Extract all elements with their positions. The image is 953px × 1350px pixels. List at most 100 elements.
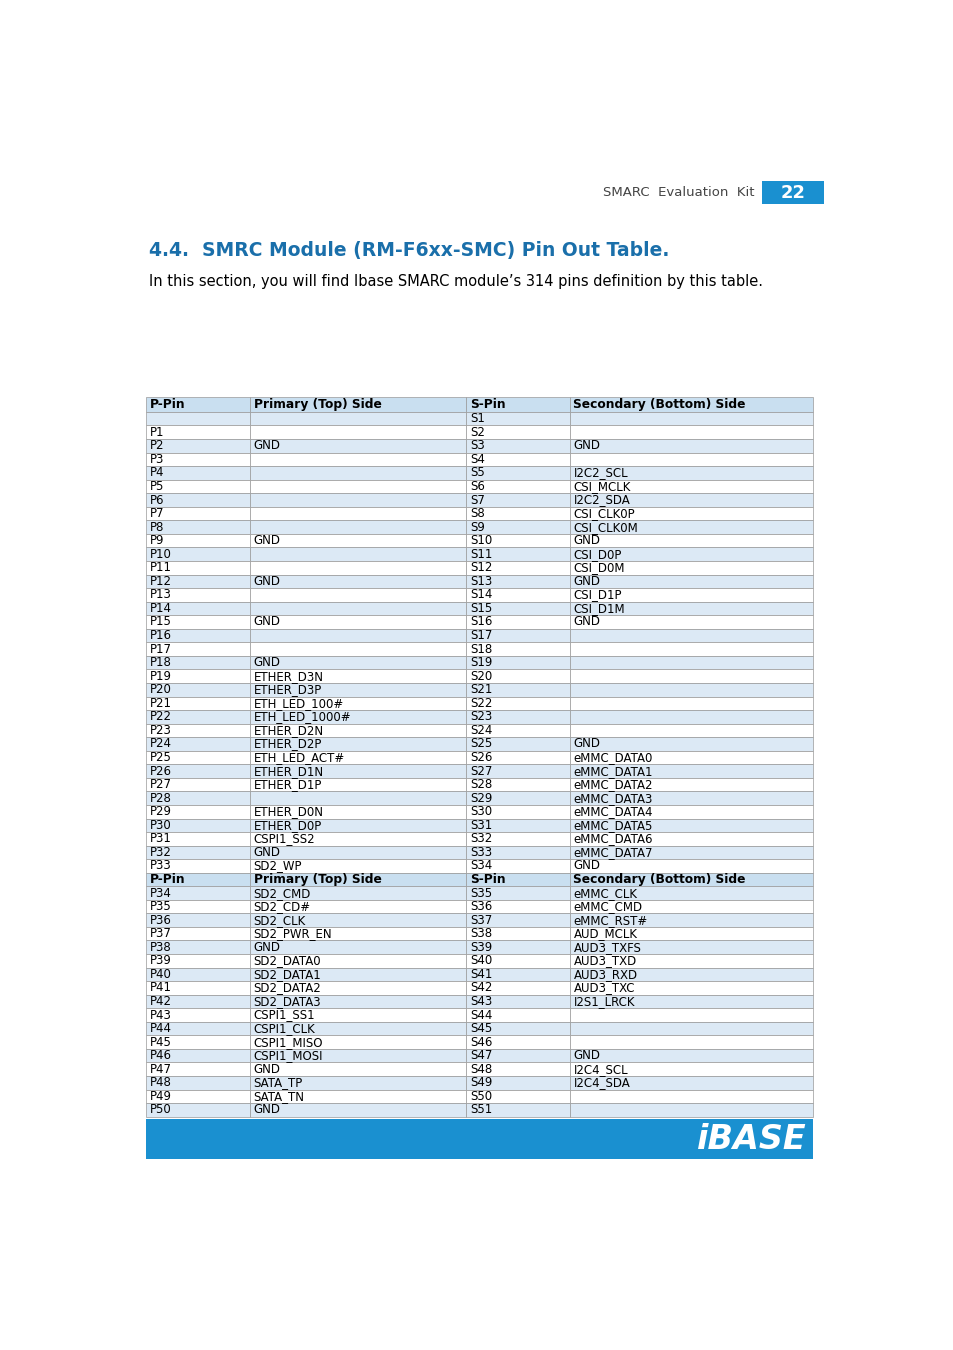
Text: P9: P9 bbox=[150, 535, 165, 547]
Text: eMMC_DATA5: eMMC_DATA5 bbox=[573, 819, 652, 832]
Bar bbox=[250, 724, 466, 737]
Text: S38: S38 bbox=[470, 927, 492, 940]
Bar bbox=[250, 981, 466, 995]
Bar bbox=[250, 845, 466, 859]
Text: CSPI1_SS2: CSPI1_SS2 bbox=[253, 833, 314, 845]
Text: ETHER_D1N: ETHER_D1N bbox=[253, 764, 323, 778]
Text: AUD_MCLK: AUD_MCLK bbox=[573, 927, 637, 940]
Text: CSI_D0P: CSI_D0P bbox=[573, 548, 621, 560]
Bar bbox=[250, 683, 466, 697]
Text: P46: P46 bbox=[150, 1049, 172, 1062]
Bar bbox=[146, 520, 250, 533]
Text: P17: P17 bbox=[150, 643, 172, 656]
Bar bbox=[146, 805, 250, 818]
Text: P25: P25 bbox=[150, 751, 172, 764]
Text: S3: S3 bbox=[470, 439, 484, 452]
Text: P3: P3 bbox=[150, 452, 165, 466]
Text: SATA_TP: SATA_TP bbox=[253, 1076, 302, 1089]
Bar bbox=[466, 995, 569, 1008]
Text: CSI_CLK0M: CSI_CLK0M bbox=[573, 521, 638, 533]
Bar bbox=[146, 548, 250, 562]
Bar bbox=[466, 927, 569, 941]
Bar bbox=[250, 900, 466, 914]
Text: SD2_CLK: SD2_CLK bbox=[253, 914, 306, 926]
Text: S2: S2 bbox=[470, 425, 484, 439]
Bar bbox=[146, 845, 250, 859]
Bar bbox=[569, 452, 812, 466]
Bar bbox=[569, 683, 812, 697]
Bar bbox=[466, 520, 569, 533]
Text: CSPI1_SS1: CSPI1_SS1 bbox=[253, 1008, 314, 1022]
Bar bbox=[569, 914, 812, 927]
Text: P21: P21 bbox=[150, 697, 172, 710]
Text: S9: S9 bbox=[470, 521, 484, 533]
Bar bbox=[569, 872, 812, 886]
Text: GND: GND bbox=[253, 535, 280, 547]
Text: P2: P2 bbox=[150, 439, 165, 452]
Text: ETHER_D2N: ETHER_D2N bbox=[253, 724, 323, 737]
Text: P47: P47 bbox=[150, 1062, 172, 1076]
Text: P35: P35 bbox=[150, 900, 172, 913]
Bar bbox=[250, 995, 466, 1008]
Text: S7: S7 bbox=[470, 494, 484, 506]
Bar bbox=[250, 914, 466, 927]
Bar bbox=[146, 751, 250, 764]
Bar bbox=[250, 1089, 466, 1103]
Bar bbox=[250, 397, 466, 412]
Bar bbox=[250, 1022, 466, 1035]
Bar bbox=[466, 397, 569, 412]
Text: GND: GND bbox=[253, 439, 280, 452]
Bar bbox=[250, 616, 466, 629]
Text: P8: P8 bbox=[150, 521, 165, 533]
Text: I2C2_SDA: I2C2_SDA bbox=[573, 494, 630, 506]
Bar bbox=[146, 697, 250, 710]
Bar bbox=[569, 1103, 812, 1116]
Text: S26: S26 bbox=[470, 751, 492, 764]
Text: P5: P5 bbox=[150, 481, 165, 493]
Bar bbox=[466, 1103, 569, 1116]
Text: P29: P29 bbox=[150, 805, 172, 818]
Bar bbox=[250, 886, 466, 900]
Text: GND: GND bbox=[253, 616, 280, 629]
Text: P30: P30 bbox=[150, 819, 172, 832]
Bar bbox=[250, 1035, 466, 1049]
Bar bbox=[569, 954, 812, 968]
Text: GND: GND bbox=[573, 860, 599, 872]
Text: P24: P24 bbox=[150, 737, 172, 751]
Bar bbox=[146, 1035, 250, 1049]
Text: S41: S41 bbox=[470, 968, 492, 981]
Bar bbox=[466, 697, 569, 710]
Bar bbox=[569, 575, 812, 589]
Bar bbox=[146, 900, 250, 914]
Bar bbox=[146, 941, 250, 954]
Bar bbox=[146, 914, 250, 927]
Bar bbox=[569, 968, 812, 981]
Text: P18: P18 bbox=[150, 656, 172, 670]
Text: P1: P1 bbox=[150, 425, 165, 439]
Text: S49: S49 bbox=[470, 1076, 492, 1089]
Text: I2S1_LRCK: I2S1_LRCK bbox=[573, 995, 635, 1008]
Bar bbox=[569, 439, 812, 452]
Text: S47: S47 bbox=[470, 1049, 492, 1062]
Bar bbox=[250, 941, 466, 954]
Text: S16: S16 bbox=[470, 616, 492, 629]
Text: SATA_TN: SATA_TN bbox=[253, 1089, 304, 1103]
Text: SD2_DATA3: SD2_DATA3 bbox=[253, 995, 321, 1008]
Text: eMMC_CMD: eMMC_CMD bbox=[573, 900, 642, 913]
Bar bbox=[466, 425, 569, 439]
Text: GND: GND bbox=[253, 656, 280, 670]
Bar bbox=[569, 859, 812, 872]
Bar bbox=[146, 479, 250, 493]
Text: S42: S42 bbox=[470, 981, 492, 995]
Bar bbox=[569, 506, 812, 520]
Bar bbox=[146, 981, 250, 995]
Text: S13: S13 bbox=[470, 575, 492, 587]
Bar bbox=[466, 710, 569, 724]
Text: I2C4_SCL: I2C4_SCL bbox=[573, 1062, 627, 1076]
Bar bbox=[146, 1119, 812, 1160]
Bar bbox=[146, 1089, 250, 1103]
Bar bbox=[146, 764, 250, 778]
Bar bbox=[466, 764, 569, 778]
Text: S18: S18 bbox=[470, 643, 492, 656]
Bar bbox=[146, 927, 250, 941]
